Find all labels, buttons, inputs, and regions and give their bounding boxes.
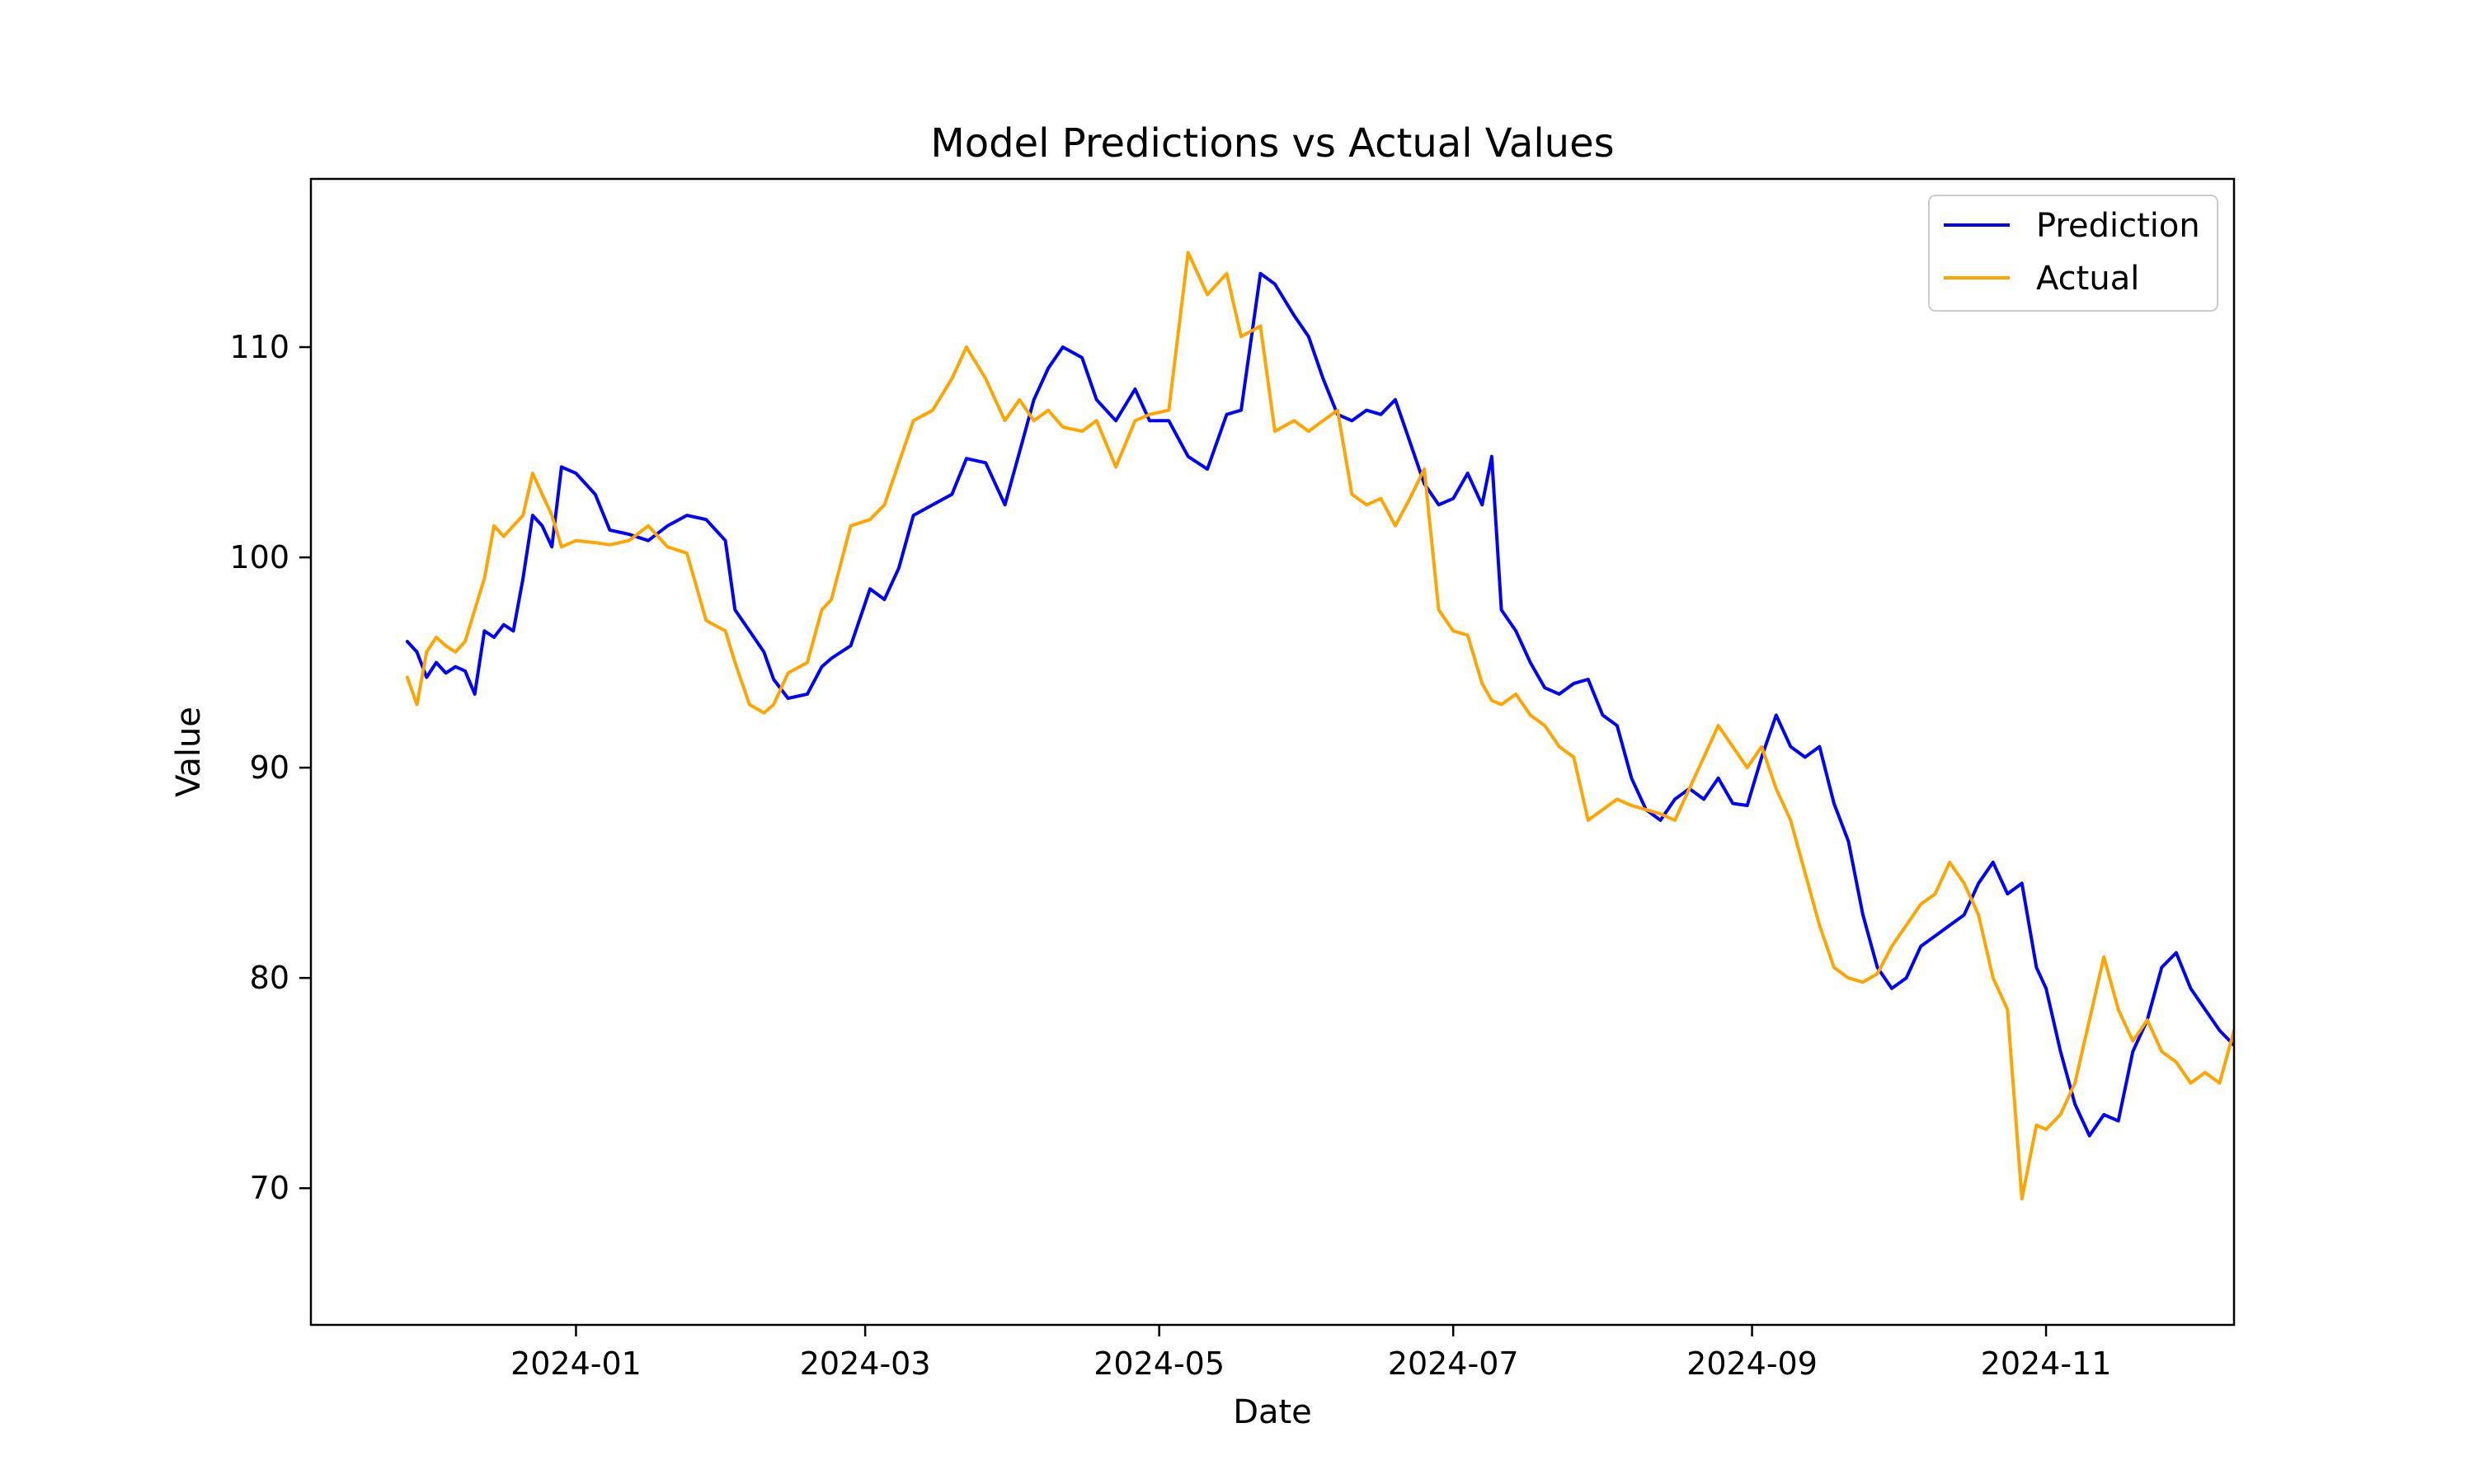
y-axis: 70 80 90 100 110	[229, 329, 311, 1206]
y-tick-label: 100	[229, 539, 289, 575]
x-tick-label: 2024-03	[800, 1345, 931, 1382]
y-axis-label: Value	[170, 707, 208, 797]
series-group	[405, 251, 2234, 1200]
x-tick-label: 2024-11	[1981, 1345, 2112, 1382]
y-tick-label: 110	[229, 329, 289, 365]
chart-title: Model Predictions vs Actual Values	[930, 120, 1614, 167]
legend-label-prediction: Prediction	[2036, 207, 2200, 245]
y-tick-label: 80	[250, 960, 289, 996]
y-tick-label: 70	[250, 1170, 289, 1206]
x-tick-label: 2024-09	[1686, 1345, 1818, 1382]
plot-frame	[309, 177, 2236, 1327]
y-tick-label: 90	[250, 749, 289, 786]
x-tick-label: 2024-07	[1388, 1345, 1519, 1382]
plot-area	[311, 179, 2234, 1325]
x-axis: 2024-01 2024-03 2024-05 2024-07 2024-09 2024-…	[510, 1325, 2111, 1382]
x-tick-label: 2024-01	[510, 1345, 642, 1382]
legend-label-actual: Actual	[2036, 260, 2139, 298]
x-axis-label: Date	[1233, 1393, 1312, 1431]
series-line-prediction	[405, 271, 2234, 1138]
x-tick-label: 2024-05	[1094, 1345, 1225, 1382]
series-line-actual	[405, 251, 2234, 1200]
legend: Prediction Actual	[1928, 195, 2218, 312]
